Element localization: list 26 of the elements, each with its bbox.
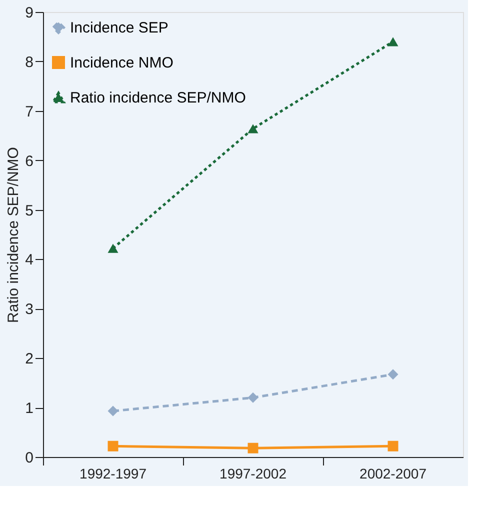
point — [108, 440, 118, 452]
y-tick-label: 5 — [25, 202, 34, 220]
y-tick-label: 6 — [25, 152, 34, 170]
point — [388, 37, 398, 46]
x-tick-label: 1992-1997 — [80, 466, 147, 482]
y-tick-label: 9 — [25, 4, 34, 22]
y-tick-label: 1 — [25, 400, 34, 418]
y-tick-label: 4 — [25, 252, 34, 269]
legend-label: Incidence SEP — [70, 20, 168, 36]
x-tick-label: 1997-2002 — [220, 466, 287, 482]
y-tick-label: 0 — [25, 450, 34, 466]
point — [388, 369, 398, 380]
point — [248, 392, 258, 403]
legend-label: Incidence NMO — [70, 54, 174, 72]
y-axis-title: Ratio incidence SEP/NMO — [5, 147, 22, 323]
point — [248, 442, 258, 454]
y-tick-label: 7 — [25, 103, 34, 120]
y-tick-label: 8 — [25, 54, 34, 71]
point — [388, 440, 398, 452]
x-tick-label: 2002-2007 — [360, 466, 427, 482]
point — [108, 244, 118, 253]
point — [108, 406, 118, 416]
legend-label: Ratio incidence SEP/NMO — [70, 90, 246, 106]
y-tick-label: 2 — [25, 350, 34, 368]
point — [248, 124, 258, 134]
y-tick-label: 3 — [25, 301, 34, 318]
